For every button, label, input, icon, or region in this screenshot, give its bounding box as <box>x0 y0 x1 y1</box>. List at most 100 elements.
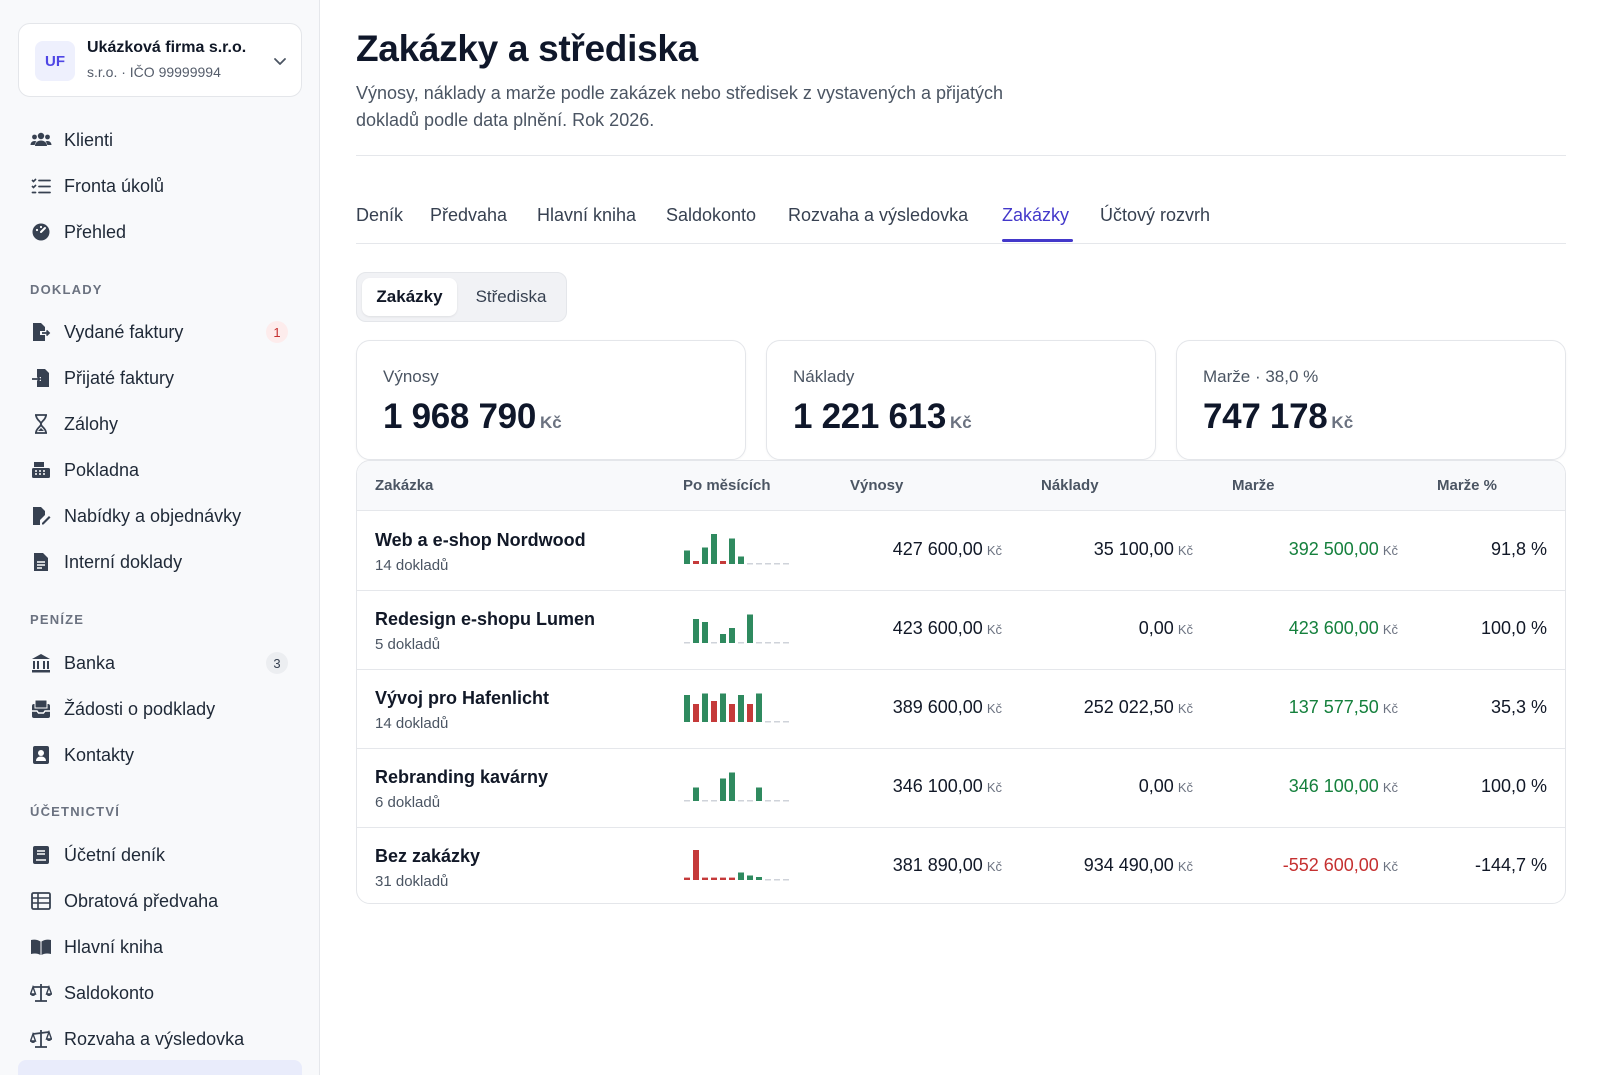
nav-item-active[interactable] <box>18 1060 302 1075</box>
revenue-value: 427 600,00 Kč <box>892 539 1002 559</box>
table-row[interactable]: Web a e-shop Nordwood 14 dokladů 427 600,0… <box>357 512 1565 591</box>
segment-zakazky[interactable]: Zakázky <box>362 278 457 316</box>
table-row[interactable]: Redesign e-shopu Lumen 5 dokladů 423 600,0… <box>357 591 1565 670</box>
sparkline-bar <box>702 693 708 722</box>
sparkline-bar <box>711 701 717 722</box>
margin-value: -552 600,00 Kč <box>1282 855 1398 875</box>
sparkline-bar <box>774 721 780 723</box>
nav-item-hlavni-kniha[interactable]: Hlavní kniha <box>18 927 302 967</box>
nav-item-ucetni-denik[interactable]: Účetní deník <box>18 835 302 875</box>
nav-label: Nabídky a objednávky <box>64 505 242 526</box>
sparkline-bar <box>765 879 771 881</box>
nav-item-kontakty[interactable]: Kontakty <box>18 735 302 775</box>
cash-register-icon <box>30 459 52 481</box>
nav-item-zadosti-o-podklady[interactable]: Žádosti o podklady <box>18 689 302 729</box>
nav-section-doklady: DOKLADY <box>30 282 103 297</box>
summary-card-revenue: Výnosy 1 968 790 Kč <box>356 340 746 460</box>
nav-item-pokladna[interactable]: Pokladna <box>18 450 302 490</box>
sparkline-bar <box>756 787 762 801</box>
tab-rozvaha-vysledovka[interactable]: Rozvaha a výsledovka <box>788 205 969 225</box>
view-segmented-control: Zakázky Střediska <box>356 272 567 322</box>
sparkline-bar <box>720 778 726 801</box>
tab-predvaha[interactable]: Předvaha <box>430 205 508 225</box>
nav-item-zalohy[interactable]: Zálohy <box>18 404 302 444</box>
users-icon <box>30 129 52 151</box>
nav-item-obratova-predvaha[interactable]: Obratová předvaha <box>18 881 302 921</box>
nav-item-saldokonto[interactable]: Saldokonto <box>18 973 302 1013</box>
file-edit-icon <box>30 505 52 527</box>
nav-item-fronta-ukolu[interactable]: Fronta úkolů <box>18 166 302 206</box>
sparkline-bar <box>738 872 744 880</box>
nav-label: Hlavní kniha <box>64 936 164 957</box>
page-description: Výnosy, náklady a marže podle zakázek ne… <box>356 83 1003 130</box>
sparkline-bar <box>693 619 699 643</box>
column-header-naklady[interactable]: Náklady <box>1041 477 1099 494</box>
tab-denik[interactable]: Deník <box>356 205 404 225</box>
sparkline-bar <box>765 642 771 644</box>
contact-card-icon <box>30 744 52 766</box>
nav-label: Banka <box>64 652 116 673</box>
tab-saldokonto[interactable]: Saldokonto <box>666 205 757 225</box>
tab-hlavni-kniha[interactable]: Hlavní kniha <box>537 205 637 225</box>
sparkline-bar <box>765 721 771 723</box>
nav-item-prehled[interactable]: Přehled <box>18 212 302 252</box>
sparkline-bar <box>747 614 753 643</box>
sparkline-bar <box>720 877 726 880</box>
nav-item-interni-doklady[interactable]: Interní doklady <box>18 542 302 582</box>
margin-value: 346 100,00 Kč <box>1288 776 1398 796</box>
table-row[interactable]: Rebranding kavárny 6 dokladů 346 100,00 Kč 0… <box>357 749 1565 828</box>
column-header-marze[interactable]: Marže <box>1232 477 1275 494</box>
book-open-icon <box>30 936 52 958</box>
document-icon <box>30 551 52 573</box>
sparkline-bar <box>702 547 708 564</box>
org-name: Ukázková firma s.r.o. <box>87 39 247 56</box>
column-header-marze-pct[interactable]: Marže % <box>1437 477 1498 494</box>
tab-zakazky[interactable]: Zakázky <box>1002 205 1070 225</box>
nav-label: Kontakty <box>64 744 135 765</box>
project-name: Rebranding kavárny <box>375 767 549 787</box>
card-label: Marže · 38,0 % <box>1203 367 1319 386</box>
nav-item-prijate-faktury[interactable]: Přijaté faktury <box>18 358 302 398</box>
sparkline-bar <box>693 850 699 880</box>
nav-item-vydane-faktury[interactable]: Vydané faktury 1 <box>18 312 302 352</box>
costs-value: 252 022,50 Kč <box>1083 697 1193 717</box>
column-header-po-mesicich: Po měsících <box>683 477 771 494</box>
nav-label: Rozvaha a výsledovka <box>64 1028 245 1049</box>
monthly-sparkline <box>684 614 789 644</box>
table-icon <box>30 890 52 912</box>
nav-label: Žádosti o podklady <box>64 698 216 719</box>
sparkline-bar <box>783 879 789 881</box>
nav-label: Klienti <box>64 129 114 150</box>
project-name: Vývoj pro Hafenlicht <box>375 688 550 708</box>
document-count: 6 dokladů <box>375 794 441 811</box>
tab-uctovy-rozvrh[interactable]: Účtový rozvrh <box>1100 205 1211 225</box>
nav-label: Zálohy <box>64 413 119 434</box>
sparkline-bar <box>774 642 780 644</box>
sparkline-bar <box>756 642 762 644</box>
nav-item-nabidky-objednavky[interactable]: Nabídky a objednávky <box>18 496 302 536</box>
card-value: 1 968 790 Kč <box>383 397 562 436</box>
project-name: Redesign e-shopu Lumen <box>375 609 596 629</box>
column-header-zakazka[interactable]: Zakázka <box>375 477 434 494</box>
nav-label: Obratová předvaha <box>64 890 219 911</box>
notification-badge: 1 <box>266 321 288 343</box>
card-value: 747 178 Kč <box>1203 397 1354 436</box>
nav-item-klienti[interactable]: Klienti <box>18 120 302 160</box>
segment-strediska[interactable]: Střediska <box>475 287 547 306</box>
nav-item-rozvaha-vysledovka[interactable]: Rozvaha a výsledovka <box>18 1019 302 1059</box>
organization-switcher[interactable]: UF Ukázková firma s.r.o. s.r.o. · IČO 99… <box>18 23 302 97</box>
column-header-vynosy[interactable]: Výnosy <box>850 477 904 494</box>
nav-item-banka[interactable]: Banka 3 <box>18 643 302 683</box>
org-avatar: UF <box>35 41 75 81</box>
sparkline-bar <box>774 879 780 881</box>
margin-value: 392 500,00 Kč <box>1288 539 1398 559</box>
nav-section-penize: PENÍZE <box>30 612 85 627</box>
card-label: Výnosy <box>383 367 439 386</box>
document-count: 14 dokladů <box>375 557 449 574</box>
nav-section-ucetnictvi: ÚČETNICTVÍ <box>30 804 120 819</box>
nav-label: Pokladna <box>64 459 140 480</box>
sparkline-bar <box>684 642 690 644</box>
monthly-sparkline <box>684 772 789 802</box>
table-row[interactable]: Vývoj pro Hafenlicht 14 dokladů 389 600,00… <box>357 670 1565 749</box>
table-row[interactable]: Bez zakázky 31 dokladů 381 890,00 Kč 934 490… <box>357 828 1565 903</box>
